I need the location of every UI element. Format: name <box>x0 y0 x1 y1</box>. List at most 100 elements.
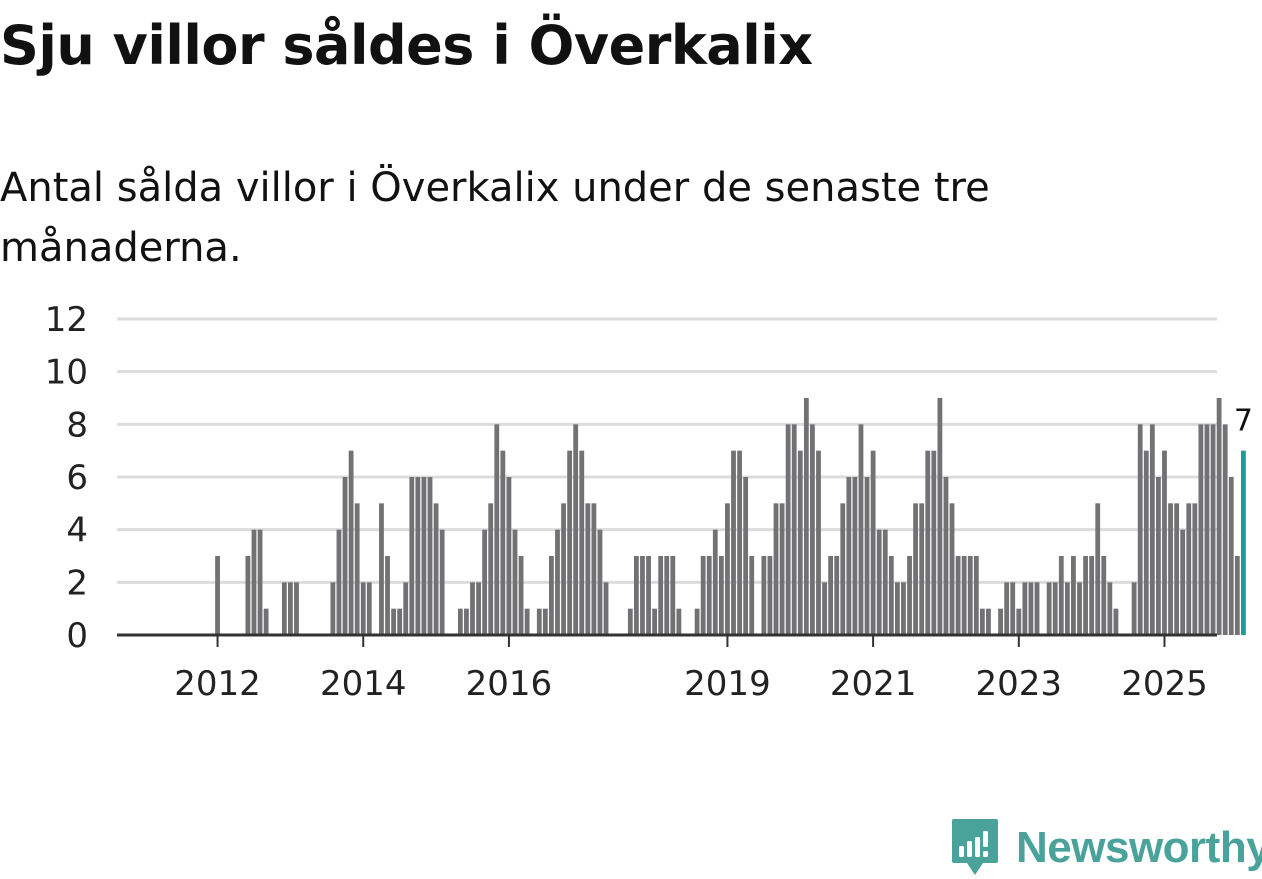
bar <box>342 477 348 635</box>
bar <box>1216 398 1222 635</box>
chart-title: Sju villor såldes i Överkalix <box>0 14 813 77</box>
bar <box>555 529 560 635</box>
bars <box>215 398 1246 635</box>
y-axis-ticks: 0 2 4 6 8 10 12 <box>45 300 88 656</box>
bar <box>1234 556 1240 635</box>
bar <box>822 582 827 635</box>
bar <box>1228 477 1234 635</box>
bar <box>925 450 931 635</box>
bar <box>288 582 293 635</box>
bar <box>919 503 925 635</box>
y-tick-label: 10 <box>45 353 88 393</box>
bar <box>731 450 736 635</box>
bar <box>876 529 882 635</box>
bar <box>1180 529 1186 635</box>
bar <box>712 529 718 635</box>
bar <box>1192 503 1198 635</box>
bar <box>828 556 834 635</box>
bar <box>767 556 773 635</box>
bar <box>354 503 360 635</box>
chart-subtitle: Antal sålda villor i Överkalix under de … <box>0 165 990 271</box>
newsworthy-logo-text: Newsworthy <box>1016 823 1262 872</box>
bar <box>998 608 1003 635</box>
bar <box>1137 424 1143 635</box>
bar <box>512 529 518 635</box>
bar <box>633 556 639 635</box>
bar <box>500 450 506 635</box>
bar <box>664 556 670 635</box>
bar <box>773 503 779 635</box>
bar <box>1156 477 1161 635</box>
gridlines <box>117 317 1217 584</box>
bar <box>840 503 846 635</box>
bar <box>803 398 809 635</box>
bar <box>366 582 372 635</box>
bar <box>294 582 299 635</box>
bar <box>1010 582 1016 635</box>
bar <box>1016 608 1022 635</box>
bar <box>1222 424 1228 635</box>
bar <box>536 608 542 635</box>
bar <box>737 450 742 635</box>
bar <box>542 608 548 635</box>
bar <box>263 608 269 635</box>
bar <box>567 450 573 635</box>
bar <box>761 556 767 635</box>
bar <box>488 503 494 635</box>
bar <box>1022 582 1028 635</box>
bar <box>1064 582 1070 635</box>
bar <box>1089 556 1095 635</box>
bar <box>1168 503 1173 635</box>
bar <box>743 477 749 635</box>
highlight-bar <box>1240 450 1246 635</box>
bar <box>415 477 421 635</box>
y-tick-label: 0 <box>66 616 88 656</box>
bar <box>1107 582 1113 635</box>
x-tick-label: 2014 <box>320 664 407 704</box>
bar <box>967 556 973 635</box>
bar <box>640 556 645 635</box>
bar <box>421 477 427 635</box>
bar <box>718 556 724 635</box>
bar <box>895 582 900 635</box>
bar <box>1174 503 1180 635</box>
bar <box>907 556 912 635</box>
bar <box>433 503 439 635</box>
x-tick-label: 2021 <box>830 664 917 704</box>
bar <box>336 529 342 635</box>
bar <box>943 477 949 635</box>
highlight-value-label: 7 <box>1234 404 1253 439</box>
bar <box>1083 556 1088 635</box>
bar <box>791 424 797 635</box>
bar <box>549 556 554 635</box>
bar <box>427 477 433 635</box>
bar <box>779 503 785 635</box>
annotations: 7 <box>1234 404 1253 439</box>
x-tick-label: 2019 <box>684 664 771 704</box>
bar <box>834 556 840 635</box>
bar <box>700 556 706 635</box>
bar <box>579 450 585 635</box>
x-tick-label: 2023 <box>976 664 1063 704</box>
bar <box>403 582 409 635</box>
bar <box>1162 450 1167 635</box>
bar <box>652 608 657 635</box>
bar <box>1095 503 1101 635</box>
bar <box>1004 582 1010 635</box>
bar <box>816 450 821 635</box>
bar <box>670 556 676 635</box>
bar <box>882 529 888 635</box>
y-tick-label: 4 <box>66 511 88 551</box>
y-tick-label: 2 <box>66 563 88 603</box>
bar <box>1046 582 1052 635</box>
bar <box>476 582 481 635</box>
bar <box>1058 556 1064 635</box>
bar <box>281 582 287 635</box>
bar <box>348 450 354 635</box>
bar <box>1131 582 1137 635</box>
bar <box>591 503 597 635</box>
y-tick-label: 8 <box>66 405 88 445</box>
bar <box>494 424 500 635</box>
bar <box>506 477 512 635</box>
bar <box>658 556 664 635</box>
